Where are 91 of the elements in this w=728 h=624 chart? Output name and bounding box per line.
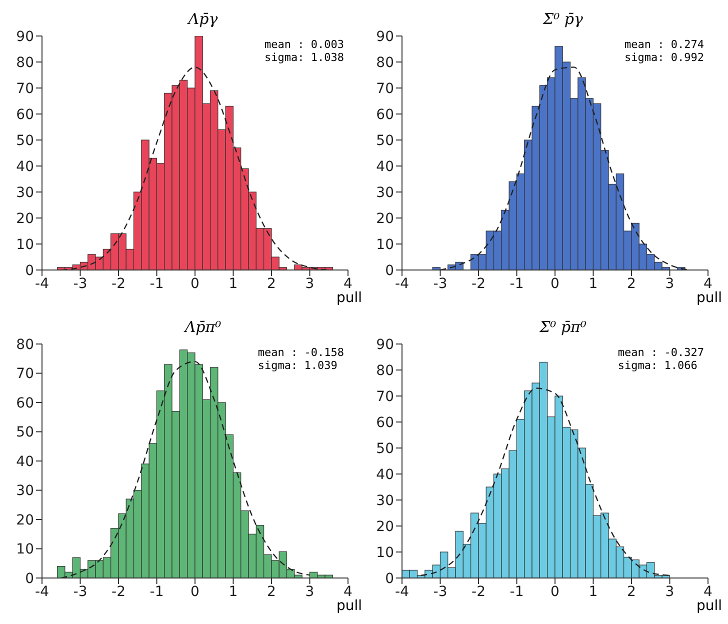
y-tick-label: 40 bbox=[16, 158, 34, 175]
y-tick-label: 50 bbox=[376, 440, 394, 457]
y-tick-label: 60 bbox=[376, 414, 394, 431]
x-tick-label: 1 bbox=[228, 276, 238, 292]
x-tick-label: -2 bbox=[472, 584, 486, 600]
x-tick-label: 1 bbox=[228, 584, 238, 600]
y-tick-label: 10 bbox=[16, 542, 34, 558]
x-axis-title: pull bbox=[696, 290, 722, 306]
annotation: sigma: 1.066 bbox=[618, 359, 698, 372]
y-tick-label: 10 bbox=[16, 236, 34, 253]
x-tick-label: 4 bbox=[344, 276, 353, 292]
y-tick-label: 40 bbox=[376, 466, 394, 483]
x-axis-title: pull bbox=[696, 598, 722, 614]
annotation: sigma: 1.039 bbox=[258, 359, 338, 372]
x-tick-label: -1 bbox=[510, 584, 524, 600]
x-tick-label: -4 bbox=[395, 584, 410, 600]
y-tick-label: 90 bbox=[16, 28, 34, 45]
x-tick-label: 2 bbox=[267, 276, 276, 292]
x-tick-label: 0 bbox=[190, 276, 200, 292]
x-tick-label: 2 bbox=[627, 276, 636, 292]
y-tick-label: 50 bbox=[376, 132, 394, 149]
y-tick-label: 10 bbox=[376, 544, 394, 561]
x-tick-label: -3 bbox=[73, 276, 88, 292]
x-axis-title: pull bbox=[336, 290, 362, 306]
chart-title: Λp̄γ bbox=[186, 9, 219, 30]
x-tick-label: -4 bbox=[395, 276, 410, 292]
annotation: mean : -0.327 bbox=[618, 346, 704, 359]
annotation: sigma: 1.038 bbox=[264, 51, 344, 64]
x-tick-label: -3 bbox=[433, 584, 448, 600]
y-tick-label: 0 bbox=[385, 262, 394, 279]
x-tick-label: 3 bbox=[665, 584, 674, 600]
x-tick-label: 0 bbox=[550, 584, 560, 600]
y-tick-label: 30 bbox=[16, 184, 34, 201]
y-tick-label: 20 bbox=[16, 512, 34, 528]
y-tick-label: 90 bbox=[376, 336, 394, 353]
annotation: sigma: 0.992 bbox=[624, 51, 704, 64]
y-tick-label: 60 bbox=[376, 106, 394, 123]
y-tick-label: 40 bbox=[16, 454, 34, 470]
y-tick-label: 90 bbox=[376, 28, 394, 45]
x-tick-label: -1 bbox=[150, 276, 164, 292]
y-tick-label: 20 bbox=[376, 210, 394, 227]
x-axis-title: pull bbox=[336, 598, 362, 614]
chart-title: Λp̄π⁰ bbox=[182, 317, 222, 338]
x-tick-label: 1 bbox=[588, 276, 598, 292]
y-tick-label: 40 bbox=[376, 158, 394, 175]
x-tick-label: 4 bbox=[704, 276, 713, 292]
x-tick-label: -2 bbox=[112, 584, 126, 600]
x-tick-label: -2 bbox=[472, 276, 486, 292]
x-tick-label: 3 bbox=[665, 276, 674, 292]
y-tick-label: 80 bbox=[16, 336, 34, 353]
y-tick-label: 70 bbox=[16, 366, 34, 382]
y-tick-label: 80 bbox=[376, 362, 394, 379]
x-tick-label: 4 bbox=[704, 584, 713, 600]
x-tick-label: 2 bbox=[267, 584, 276, 600]
y-tick-label: 80 bbox=[16, 54, 34, 71]
y-tick-label: 60 bbox=[16, 395, 34, 412]
x-tick-label: -3 bbox=[73, 584, 88, 600]
x-tick-label: 3 bbox=[305, 584, 314, 600]
y-tick-label: 0 bbox=[385, 570, 394, 587]
y-tick-label: 30 bbox=[376, 492, 394, 509]
x-tick-label: 0 bbox=[550, 276, 560, 292]
x-tick-label: 3 bbox=[305, 276, 314, 292]
y-tick-label: 30 bbox=[376, 184, 394, 201]
y-tick-label: 0 bbox=[25, 570, 34, 587]
y-tick-label: 70 bbox=[376, 80, 394, 97]
y-tick-label: 80 bbox=[376, 54, 394, 71]
x-tick-label: 4 bbox=[344, 584, 353, 600]
x-tick-label: -4 bbox=[35, 584, 50, 600]
annotation: mean : 0.003 bbox=[264, 38, 344, 51]
y-tick-label: 50 bbox=[16, 424, 34, 441]
y-tick-label: 0 bbox=[25, 262, 34, 279]
x-tick-label: -4 bbox=[35, 276, 50, 292]
x-tick-label: -1 bbox=[510, 276, 524, 292]
annotation: mean : -0.158 bbox=[258, 346, 344, 359]
y-tick-label: 20 bbox=[16, 210, 34, 227]
chart-title: Σ⁰ p̄π⁰ bbox=[538, 317, 588, 338]
chart-title: Σ⁰ p̄γ bbox=[542, 9, 584, 30]
x-tick-label: -2 bbox=[112, 276, 126, 292]
x-tick-label: 1 bbox=[588, 584, 598, 600]
y-tick-label: 70 bbox=[376, 388, 394, 405]
y-tick-label: 60 bbox=[16, 106, 34, 123]
x-tick-label: 2 bbox=[627, 584, 636, 600]
y-tick-label: 10 bbox=[376, 236, 394, 253]
x-tick-label: -3 bbox=[433, 276, 448, 292]
annotation: mean : 0.274 bbox=[624, 38, 704, 51]
y-tick-label: 50 bbox=[16, 132, 34, 149]
x-tick-label: -1 bbox=[150, 584, 164, 600]
y-tick-label: 30 bbox=[16, 483, 34, 500]
y-tick-label: 70 bbox=[16, 80, 34, 97]
y-tick-label: 20 bbox=[376, 518, 394, 535]
x-tick-label: 0 bbox=[190, 584, 200, 600]
